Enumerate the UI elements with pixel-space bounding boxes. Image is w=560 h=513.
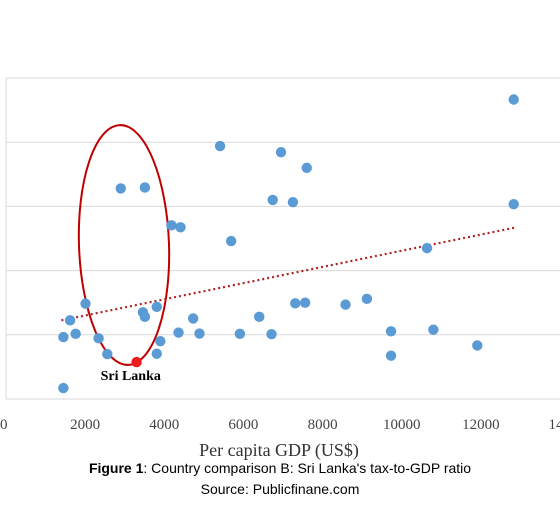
data-point-27	[290, 298, 301, 309]
x-tick-label-5: 10000	[383, 417, 421, 433]
data-point-5	[93, 333, 104, 344]
x-tick-label-0: 0	[0, 417, 8, 433]
trendline	[61, 226, 517, 322]
data-point-14	[166, 220, 177, 231]
data-point-18	[194, 328, 205, 339]
x-axis-title: Per capita GDP (US$)	[199, 440, 359, 461]
data-point-33	[385, 350, 397, 361]
data-point-22	[254, 311, 265, 323]
figure-caption: Figure 1: Country comparison B: Sri Lank…	[0, 460, 560, 476]
x-tick-label-4: 8000	[308, 417, 338, 433]
figure-label: Figure 1	[88, 460, 144, 476]
data-point-6	[102, 348, 113, 360]
sri-lanka-label: Sri Lanka	[101, 369, 161, 384]
x-tick-label-1: 2000	[70, 417, 100, 433]
data-point-37	[508, 94, 519, 105]
data-point-0	[58, 382, 69, 394]
data-point-30	[340, 299, 351, 310]
x-tick-label-2: 4000	[149, 417, 179, 433]
data-point-2	[64, 315, 76, 326]
data-point-1	[58, 331, 69, 343]
data-point-21	[234, 328, 246, 340]
data-point-38	[508, 198, 519, 210]
data-point-28	[299, 297, 311, 308]
x-tick-label-6: 12000	[462, 417, 500, 433]
data-point-25	[275, 146, 287, 158]
sri-lanka-point	[131, 356, 142, 368]
data-point-15	[173, 327, 184, 338]
data-point-29	[301, 162, 312, 174]
data-point-24	[267, 194, 278, 206]
data-point-19	[214, 140, 226, 152]
data-point-13	[155, 336, 166, 347]
data-point-9	[139, 311, 151, 323]
data-point-36	[472, 340, 483, 351]
data-point-34	[421, 242, 433, 254]
data-point-7	[115, 183, 126, 194]
data-point-35	[428, 324, 439, 335]
figure-caption-text: : Country comparison B: Sri Lanka's tax-…	[143, 460, 472, 476]
data-point-10	[139, 182, 151, 193]
x-tick-label-3: 6000	[228, 417, 258, 433]
data-point-26	[287, 197, 299, 208]
data-point-32	[385, 326, 397, 337]
x-tick-label-7: 14	[549, 417, 560, 433]
data-point-11	[151, 301, 162, 313]
data-point-4	[80, 298, 91, 309]
data-point-17	[187, 313, 199, 324]
highlight-ellipse	[77, 124, 171, 366]
data-point-20	[225, 235, 237, 247]
data-point-23	[266, 328, 277, 340]
data-point-31	[361, 293, 373, 305]
data-point-3	[70, 328, 81, 340]
figure-source: Source: Publicfinane.com	[200, 481, 360, 497]
data-point-16	[175, 222, 186, 233]
data-point-12	[151, 348, 162, 359]
